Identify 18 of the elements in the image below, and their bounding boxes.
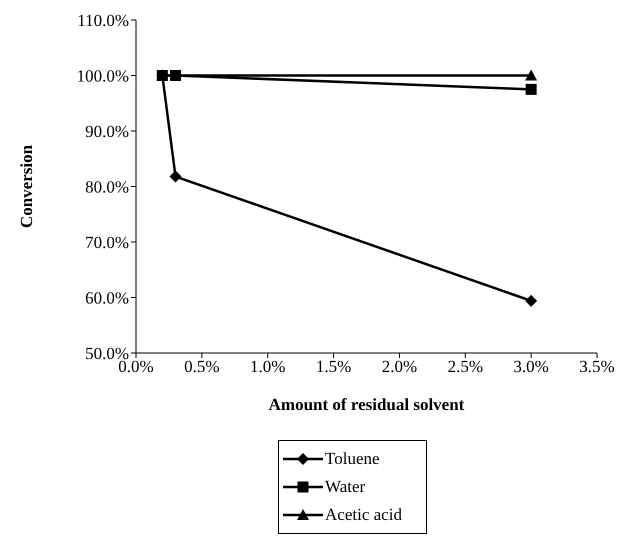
x-tick-label: 2.0%: [382, 357, 418, 376]
legend-label: Water: [325, 477, 366, 497]
x-tick-label: 1.0%: [250, 357, 286, 376]
y-tick-label: 110.0%: [77, 11, 129, 30]
x-tick-label: 0.5%: [184, 357, 220, 376]
x-tick-label: 3.0%: [513, 357, 549, 376]
x-tick-label: 3.5%: [579, 357, 615, 376]
y-axis-title: Conversion: [17, 144, 36, 228]
y-tick-label: 90.0%: [85, 122, 129, 142]
legend-label: Toluene: [325, 449, 380, 469]
x-axis-title: Amount of residual solvent: [268, 395, 465, 414]
x-tick-label: 1.5%: [316, 357, 352, 376]
y-tick-label: 70.0%: [85, 233, 129, 252]
legend-label: Acetic acid: [325, 505, 402, 525]
y-tick-label: 60.0%: [85, 288, 129, 308]
y-tick-label: 100.0%: [76, 66, 129, 86]
x-tick-label: 2.5%: [448, 357, 483, 376]
y-tick-label: 80.0%: [85, 178, 129, 197]
